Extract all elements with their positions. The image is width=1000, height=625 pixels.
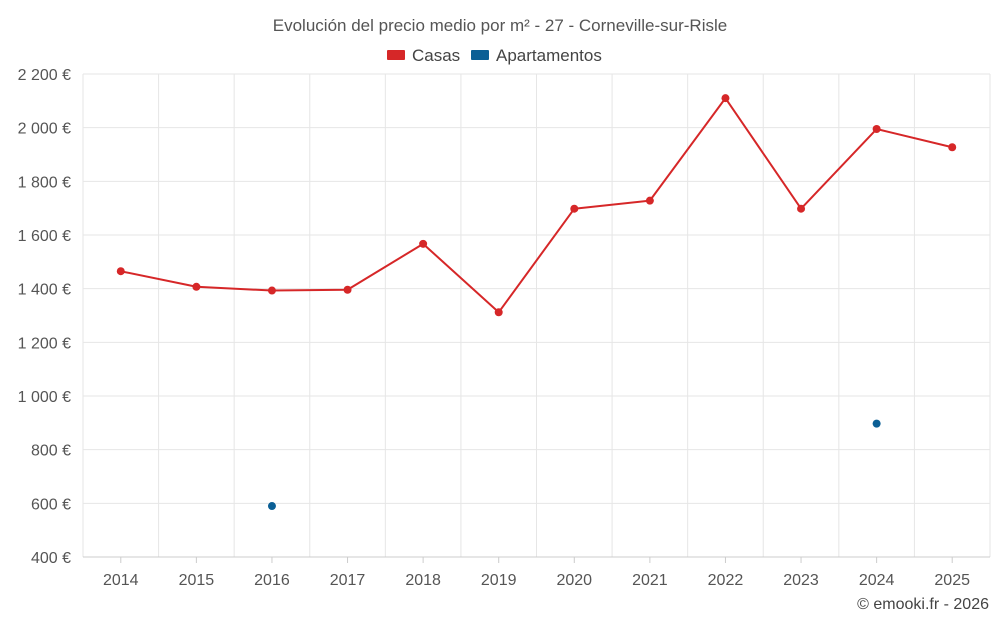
data-point-casas[interactable] [343, 285, 352, 294]
y-tick-label: 400 € [31, 550, 71, 567]
data-point-casas[interactable] [419, 239, 428, 248]
data-point-casas[interactable] [797, 204, 806, 213]
series [116, 94, 957, 511]
data-point-casas[interactable] [116, 267, 125, 276]
x-tick-label: 2018 [405, 572, 441, 589]
x-tick-label: 2025 [934, 572, 970, 589]
x-tick-label: 2023 [783, 572, 819, 589]
y-tick-label: 2 200 € [18, 67, 71, 84]
y-tick-label: 800 € [31, 443, 71, 460]
series-casas [116, 94, 957, 317]
x-tick-label: 2022 [708, 572, 744, 589]
data-point-casas[interactable] [192, 282, 201, 291]
x-tick-label: 2024 [859, 572, 895, 589]
x-tick-label: 2016 [254, 572, 290, 589]
x-tick-label: 2017 [330, 572, 366, 589]
y-tick-label: 1 400 € [18, 282, 71, 299]
legend-label-casas: Casas [412, 46, 460, 65]
axes: 400 € 600 € 800 € 1 000 € 1 200 € 1 400 € 1 60… [18, 67, 990, 589]
data-point-casas[interactable] [570, 204, 579, 213]
x-tick-label: 2019 [481, 572, 517, 589]
y-tick-label: 1 800 € [18, 174, 71, 191]
data-point-casas[interactable] [645, 196, 654, 205]
x-tick-label: 2014 [103, 572, 139, 589]
y-tick-label: 2 000 € [18, 121, 71, 138]
y-tick-label: 1 600 € [18, 228, 71, 245]
data-point-casas[interactable] [267, 286, 276, 295]
data-point-apartamentos[interactable] [872, 419, 881, 428]
y-tick-label: 600 € [31, 496, 71, 513]
y-tick-label: 1 200 € [18, 335, 71, 352]
data-point-casas[interactable] [494, 308, 503, 317]
chart-title: Evolución del precio medio por m² - 27 -… [273, 16, 727, 35]
data-point-casas[interactable] [721, 94, 730, 103]
x-tick-label: 2015 [179, 572, 215, 589]
legend-swatch-casas [387, 50, 405, 60]
series-line-casas [120, 97, 953, 314]
y-tick-label: 1 000 € [18, 389, 71, 406]
data-point-casas[interactable] [872, 125, 881, 134]
credit-text: © emooki.fr - 2026 [857, 596, 989, 613]
x-tick-label: 2021 [632, 572, 668, 589]
series-apartamentos [267, 419, 881, 511]
data-point-apartamentos[interactable] [267, 502, 276, 511]
legend-item-casas[interactable]: Casas [387, 46, 460, 65]
legend: Casas Apartamentos [387, 46, 602, 65]
legend-item-apartamentos[interactable]: Apartamentos [471, 46, 602, 65]
x-tick-label: 2020 [556, 572, 592, 589]
grid [82, 73, 991, 557]
data-point-casas[interactable] [948, 143, 957, 152]
legend-swatch-apartamentos [471, 50, 489, 60]
legend-label-apartamentos: Apartamentos [496, 46, 602, 65]
